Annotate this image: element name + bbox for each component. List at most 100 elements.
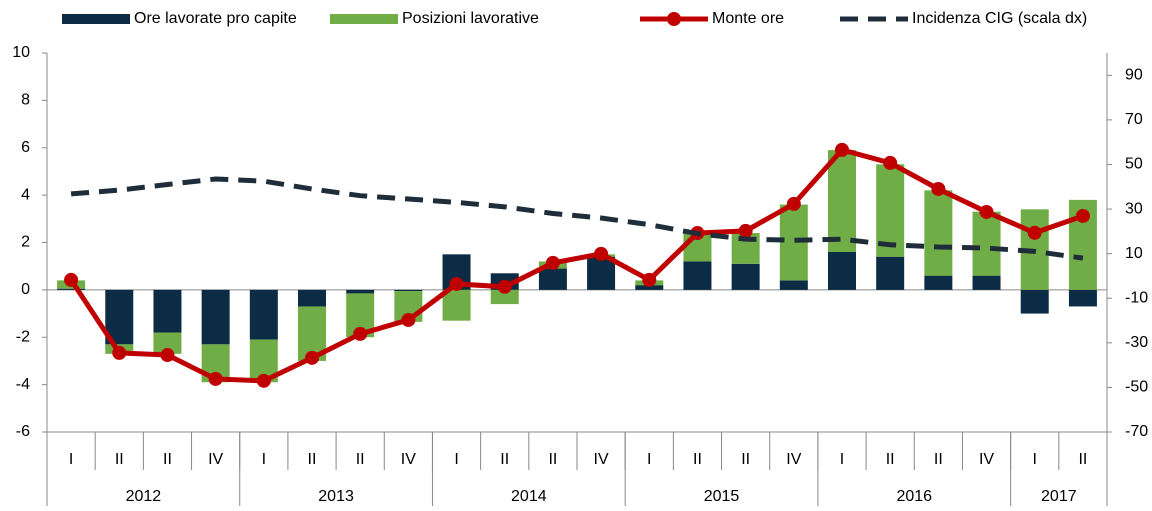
y2-tick-label: 70 bbox=[1125, 111, 1143, 128]
x-tick-label: II bbox=[693, 451, 702, 468]
x-tick-label: II bbox=[886, 451, 895, 468]
x-tick-label: IV bbox=[208, 451, 223, 468]
y2-tick-label: 90 bbox=[1125, 67, 1143, 84]
legend-label: Ore lavorate pro capite bbox=[134, 10, 297, 27]
marker bbox=[401, 312, 416, 327]
bar bbox=[683, 261, 712, 290]
bar bbox=[731, 263, 760, 290]
bar bbox=[201, 289, 230, 345]
year-label: 2017 bbox=[1041, 488, 1077, 505]
x-tick-label: I bbox=[840, 451, 844, 468]
legend-label: Incidenza CIG (scala dx) bbox=[912, 10, 1087, 27]
marker bbox=[1075, 208, 1090, 223]
x-tick-label: II bbox=[115, 451, 124, 468]
x-tick-label: I bbox=[647, 451, 651, 468]
y2-tick-label: -70 bbox=[1125, 423, 1148, 440]
marker bbox=[160, 348, 175, 363]
x-tick-label: IV bbox=[979, 451, 994, 468]
bar bbox=[972, 211, 1001, 276]
bar bbox=[298, 289, 326, 307]
marker bbox=[497, 279, 512, 294]
x-tick-label: II bbox=[163, 451, 172, 468]
x-tick-label: IV bbox=[401, 451, 416, 468]
x-tick-label: I bbox=[1033, 451, 1037, 468]
legend-swatch bbox=[62, 14, 130, 24]
x-tick-label: I bbox=[262, 451, 266, 468]
y-tick-label: 2 bbox=[21, 234, 30, 251]
bar bbox=[972, 275, 1001, 290]
x-tick-label: II bbox=[548, 451, 557, 468]
marker bbox=[835, 142, 849, 157]
year-label: 2015 bbox=[704, 488, 740, 505]
x-tick-label: II bbox=[1078, 451, 1087, 468]
marker bbox=[545, 255, 560, 270]
x-tick-label: II bbox=[741, 451, 750, 468]
y2-tick-label: -50 bbox=[1125, 379, 1148, 396]
y-tick-label: 8 bbox=[21, 92, 30, 109]
legend-marker bbox=[667, 12, 681, 26]
marker bbox=[642, 272, 657, 287]
bar bbox=[1068, 289, 1097, 307]
bar bbox=[876, 256, 905, 290]
legend-label: Monte ore bbox=[712, 10, 784, 27]
legend-swatch bbox=[330, 14, 398, 24]
marker bbox=[64, 272, 79, 287]
year-label: 2016 bbox=[896, 488, 932, 505]
x-tick-label: II bbox=[934, 451, 943, 468]
bar bbox=[346, 289, 375, 294]
marker bbox=[208, 371, 223, 386]
bar bbox=[1020, 289, 1049, 314]
year-label: 2013 bbox=[318, 488, 354, 505]
marker bbox=[786, 196, 801, 211]
marker bbox=[353, 326, 368, 341]
y-tick-label: -4 bbox=[16, 376, 30, 393]
bar bbox=[249, 289, 278, 340]
bar bbox=[153, 289, 182, 333]
legend-label: Posizioni lavorative bbox=[402, 10, 539, 27]
x-tick-label: II bbox=[356, 451, 365, 468]
y-tick-label: 10 bbox=[12, 44, 30, 61]
marker bbox=[449, 276, 464, 291]
y2-tick-label: -30 bbox=[1125, 334, 1148, 351]
marker bbox=[883, 155, 898, 170]
bar bbox=[924, 275, 953, 290]
year-label: 2012 bbox=[126, 488, 162, 505]
bar bbox=[828, 150, 856, 252]
y2-tick-label: 30 bbox=[1125, 200, 1143, 217]
dashed-line bbox=[70, 176, 1084, 261]
x-tick-label: I bbox=[69, 451, 73, 468]
bar bbox=[924, 190, 953, 276]
marker bbox=[305, 350, 319, 365]
marker bbox=[979, 204, 994, 219]
y-tick-label: 6 bbox=[21, 139, 30, 156]
marker bbox=[1027, 225, 1042, 240]
year-label: 2014 bbox=[511, 488, 547, 505]
y-tick-label: 0 bbox=[21, 281, 30, 298]
line bbox=[69, 147, 1084, 384]
y-tick-label: -2 bbox=[16, 328, 30, 345]
bar bbox=[828, 251, 856, 290]
bar bbox=[587, 256, 616, 290]
bar bbox=[490, 289, 519, 305]
marker bbox=[738, 223, 753, 238]
x-tick-label: I bbox=[454, 451, 458, 468]
bar bbox=[538, 268, 567, 290]
bar bbox=[442, 289, 471, 321]
y-tick-label: 4 bbox=[21, 186, 30, 203]
x-tick-label: II bbox=[500, 451, 509, 468]
bar bbox=[394, 289, 423, 292]
bar bbox=[779, 280, 808, 290]
marker bbox=[594, 246, 609, 261]
bar bbox=[57, 288, 86, 290]
y2-tick-label: -10 bbox=[1125, 289, 1148, 306]
x-tick-label: IV bbox=[594, 451, 609, 468]
y2-tick-label: 50 bbox=[1125, 156, 1143, 173]
y-tick-label: -6 bbox=[16, 423, 30, 440]
bar bbox=[635, 285, 664, 290]
marker bbox=[256, 373, 271, 388]
marker bbox=[931, 181, 946, 196]
x-tick-label: IV bbox=[786, 451, 801, 468]
y2-tick-label: 10 bbox=[1125, 245, 1143, 262]
marker bbox=[112, 345, 127, 360]
